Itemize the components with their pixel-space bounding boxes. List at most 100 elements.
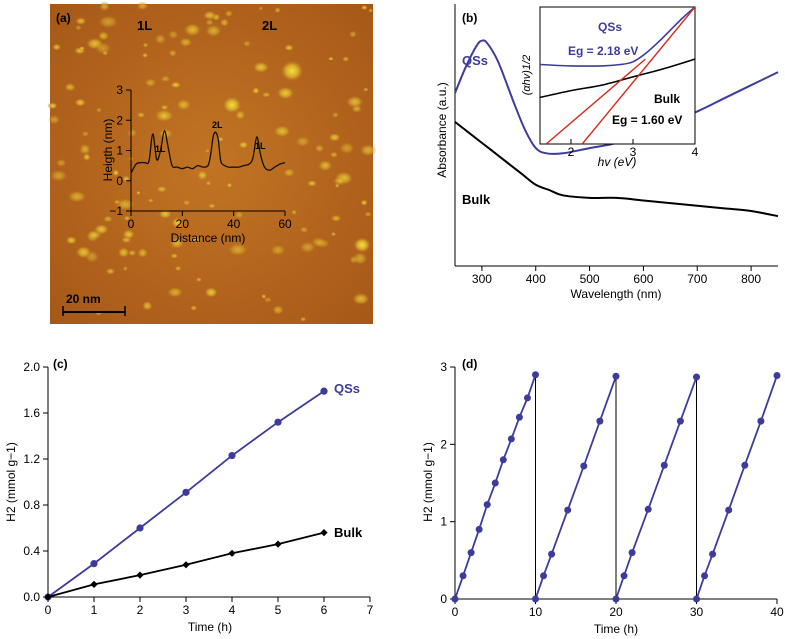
inset-a-xtick-label: 0 <box>128 217 135 231</box>
afm-grain <box>272 124 292 138</box>
inset-b-xtick-label: 4 <box>692 145 699 159</box>
afm-grain <box>175 98 192 111</box>
c-xtick-label: 0 <box>45 603 52 617</box>
c-xtick-label: 5 <box>275 603 282 617</box>
afm-grain <box>65 236 78 245</box>
afm-grain <box>360 5 368 11</box>
height-profile-inset: 0 20 40 60 −1 0 1 2 3 1L 2L 1L Distance (nm) Hei… <box>101 83 292 245</box>
afm-grain <box>360 199 368 206</box>
inset-b-bulk-curve <box>540 58 695 99</box>
d-point <box>612 595 620 603</box>
d-xtick-label: 20 <box>609 605 623 619</box>
inset-a-ytick-label: 3 <box>116 83 123 97</box>
afm-grain <box>349 30 357 38</box>
c-point-bulk <box>320 529 328 537</box>
d-point <box>532 595 539 603</box>
afm-grain <box>112 169 120 177</box>
afm-grain <box>178 37 193 48</box>
afm-grain <box>227 242 249 257</box>
afm-grain <box>272 304 285 315</box>
inset-b-eg-bulk: Eg = 1.60 eV <box>612 113 682 127</box>
c-label-qss: QSs <box>334 381 360 396</box>
afm-grain <box>174 265 182 272</box>
afm-grain <box>345 95 364 109</box>
afm-grain <box>182 199 191 206</box>
afm-grain <box>299 241 317 254</box>
c-point-qss <box>90 560 98 568</box>
inset-a-xtick-label: 20 <box>176 217 190 231</box>
inset-a-xlabel: Distance (nm) <box>171 231 246 245</box>
afm-grain <box>274 7 282 14</box>
afm-grain <box>99 1 110 12</box>
afm-grain <box>78 143 91 156</box>
b-series-bulk <box>454 121 779 218</box>
afm-1l-label: 1L <box>137 18 152 33</box>
d-ticks: 0 10 20 30 40 0 1 2 3 <box>440 360 784 619</box>
d-point <box>757 417 765 425</box>
c-xlabel: Time (h) <box>188 620 232 634</box>
c-point-bulk <box>182 561 190 569</box>
inset-a-ticks: 0 20 40 60 −1 0 1 2 3 <box>109 83 292 231</box>
panel-a: (a) 1L 2L 20 nm 0 20 40 60 −1 0 1 2 3 1L 2L 1L D… <box>47 1 377 324</box>
c-xtick-label: 2 <box>137 603 144 617</box>
c-point-qss <box>274 418 282 426</box>
afm-grain <box>252 61 270 74</box>
afm-grain <box>226 182 233 188</box>
inset-a-ytick-label: −1 <box>109 204 123 218</box>
c-point-bulk <box>90 580 98 588</box>
afm-grain <box>141 300 153 311</box>
afm-grain <box>234 210 244 220</box>
afm-grain <box>251 86 260 95</box>
afm-grain <box>242 40 252 47</box>
afm-grain <box>160 75 171 83</box>
b-series-qss <box>454 39 779 155</box>
d-xlabel: Time (h) <box>594 622 638 636</box>
afm-grain-large <box>280 60 304 82</box>
d-point <box>596 417 604 425</box>
d-point <box>507 435 515 443</box>
c-ytick-label: 1.6 <box>23 406 40 420</box>
panel-d-tag: (d) <box>462 357 477 371</box>
inset-b-bulk-fit <box>545 58 646 144</box>
afm-grain <box>75 245 92 259</box>
b-xtick-label: 700 <box>687 272 707 286</box>
afm-grain <box>158 209 173 219</box>
b-xtick-label: 800 <box>741 272 761 286</box>
afm-grain <box>205 180 212 186</box>
afm-grain <box>205 19 215 26</box>
afm-grain <box>122 175 131 183</box>
d-ytick-label: 1 <box>440 515 447 529</box>
afm-2l-label: 2L <box>262 18 277 33</box>
afm-grain <box>55 158 67 168</box>
afm-grain <box>291 209 298 215</box>
afm-grain <box>142 42 149 48</box>
afm-grain <box>169 237 185 250</box>
afm-grain <box>75 17 87 26</box>
panel-b: 300 400 500 600 700 800 (b) QSs Bulk Waveleng… <box>435 4 779 301</box>
inset-b-eg-qss: Eg = 2.18 eV <box>568 44 638 58</box>
d-point <box>475 525 483 533</box>
afm-grain <box>74 98 86 107</box>
d-series <box>451 371 781 603</box>
afm-grain <box>276 86 295 100</box>
afm-grain <box>330 214 342 223</box>
afm-grain <box>166 286 184 298</box>
c-xtick-label: 4 <box>229 603 236 617</box>
afm-grain <box>238 141 249 149</box>
b-label-bulk: Bulk <box>462 192 491 207</box>
b-xtick-label: 300 <box>472 272 492 286</box>
b-ylabel: Absorbance (a.u.) <box>435 82 449 177</box>
afm-grain <box>170 253 179 259</box>
afm-grain <box>67 190 87 203</box>
inset-a-ytick-label: 0 <box>116 174 123 188</box>
afm-grain <box>115 198 136 211</box>
d-point <box>515 413 523 421</box>
d-point <box>499 456 507 464</box>
afm-grains <box>47 1 377 322</box>
d-xtick-label: 0 <box>452 605 459 619</box>
c-ytick-label: 0.4 <box>23 544 40 558</box>
d-point <box>620 572 628 580</box>
afm-grain <box>368 8 373 13</box>
afm-grain <box>317 159 333 172</box>
panel-d: 0 10 20 30 40 0 1 2 3 (d) Time (h) H2 (mmol g−1) <box>421 357 784 636</box>
